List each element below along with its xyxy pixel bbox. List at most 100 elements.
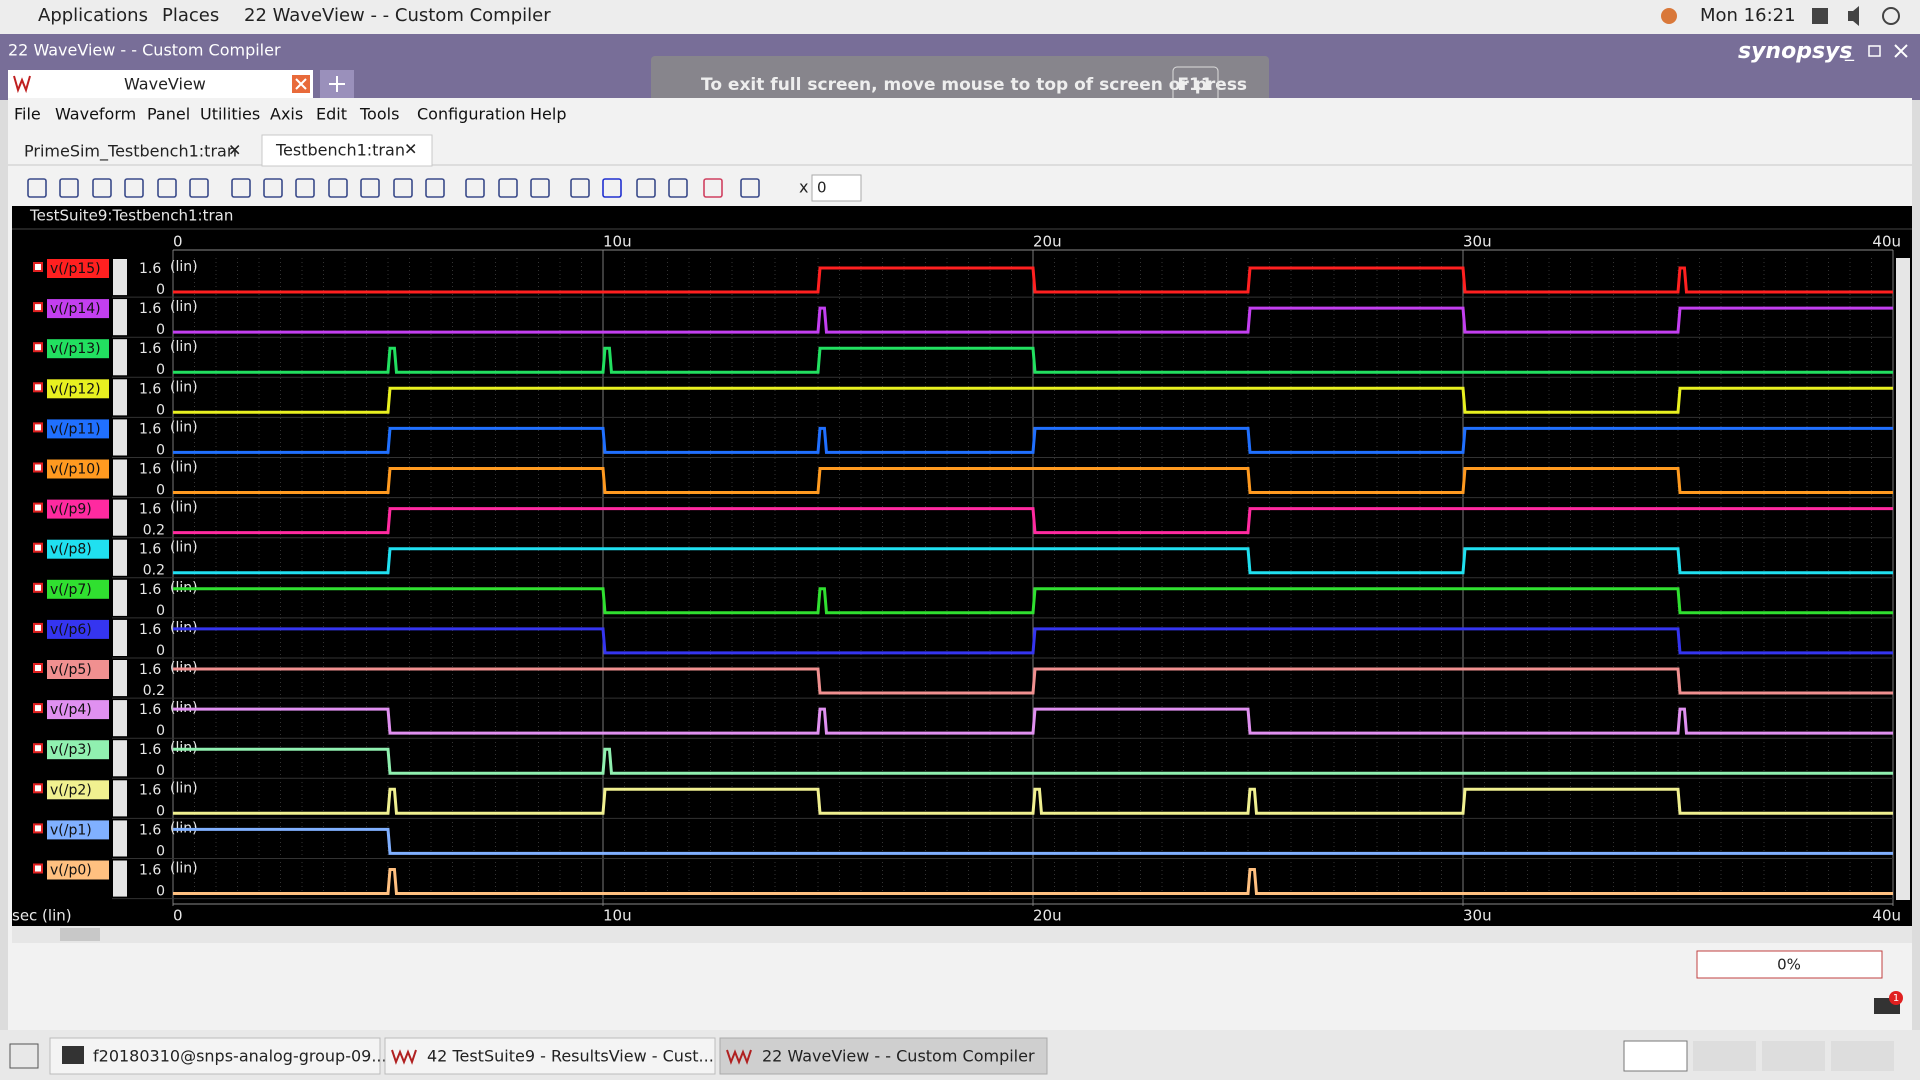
signal-name-bg[interactable] [47,820,109,840]
toolbar-button[interactable] [570,178,590,198]
workspace-3[interactable] [1762,1041,1825,1071]
signal-name-bg[interactable] [47,660,109,679]
volume-icon[interactable] [1848,6,1859,26]
signal-checkbox[interactable] [33,703,43,714]
signal-name[interactable]: v(/p7) [50,582,92,598]
signal-name[interactable]: v(/p15) [50,261,101,277]
signal-name-bg[interactable] [47,740,109,760]
signal-name[interactable]: v(/p1) [50,822,92,838]
task-button[interactable] [384,1037,716,1075]
signal-name[interactable]: v(/p4) [50,702,92,718]
signal-name[interactable]: v(/p11) [50,421,101,437]
signal-name-bg[interactable] [47,339,109,359]
row-scroll[interactable] [113,259,127,296]
applications-menu[interactable]: Applications [38,5,148,26]
toolbar-button[interactable] [425,178,445,198]
v-scrollbar[interactable] [1896,258,1910,900]
toolbar-button[interactable] [360,178,380,198]
row-scroll[interactable] [113,820,127,857]
active-window-name[interactable]: 22 WaveView - - Custom Compiler [244,5,551,26]
toolbar-button[interactable] [328,178,348,198]
restore-button[interactable] [1868,45,1881,57]
toolbar-button[interactable] [498,178,518,198]
toolbar-button[interactable] [465,178,485,198]
row-scroll[interactable] [113,379,127,416]
signal-checkbox[interactable] [33,262,43,272]
scroll-thumb[interactable] [60,928,100,941]
menu-item[interactable]: File [14,105,41,124]
task-label[interactable]: 22 WaveView - - Custom Compiler [762,1047,1035,1066]
app-tab[interactable] [8,70,313,98]
x-input[interactable] [811,174,862,202]
toolbar-button[interactable] [393,178,413,198]
menu-item[interactable]: Axis [270,105,303,124]
signal-checkbox[interactable] [33,542,43,553]
row-scroll[interactable] [113,700,127,737]
signal-checkbox[interactable] [33,582,43,593]
signal-name-bg[interactable] [47,299,109,319]
network-icon[interactable] [1812,8,1828,24]
signal-name-bg[interactable] [47,419,109,439]
toolbar-button[interactable] [231,178,251,198]
signal-checkbox[interactable] [33,823,43,834]
task-button[interactable] [49,1037,381,1075]
signal-name-bg[interactable] [47,860,109,880]
signal-name-bg[interactable] [47,579,109,599]
signal-checkbox[interactable] [33,502,43,513]
menu-item[interactable]: Waveform [55,105,136,124]
signal-checkbox[interactable] [33,382,43,393]
toolbar-button[interactable] [27,178,47,198]
row-scroll[interactable] [113,419,127,456]
signal-name-bg[interactable] [47,499,109,519]
active-doc-tab[interactable] [261,134,433,167]
signal-name[interactable]: v(/p13) [50,341,101,357]
signal-checkbox[interactable] [33,622,43,633]
row-scroll[interactable] [113,499,127,536]
toolbar-button[interactable] [124,178,144,198]
menu-item[interactable]: Panel [147,105,190,124]
signal-checkbox[interactable] [33,743,43,754]
signal-name[interactable]: v(/p9) [50,502,92,518]
signal-name[interactable]: v(/p3) [50,742,92,758]
toolbar-button[interactable] [92,178,112,198]
menu-item[interactable]: Tools [359,105,399,124]
toolbar-button[interactable] [602,178,622,198]
signal-name[interactable]: v(/p5) [50,662,92,678]
toolbar-button[interactable] [157,178,177,198]
toolbar-button[interactable] [189,178,209,198]
h-scrollbar[interactable] [12,926,1912,943]
menu-item[interactable]: Utilities [200,105,260,124]
minimize-button[interactable]: _ [1844,41,1855,62]
workspace-4[interactable] [1831,1041,1894,1071]
toolbar-button[interactable] [703,178,723,198]
task-label[interactable]: 42 TestSuite9 - ResultsView - Cust... [427,1047,714,1066]
signal-name-bg[interactable] [47,619,109,639]
task-label[interactable]: f20180310@snps-analog-group-09... [93,1047,387,1066]
row-scroll[interactable] [113,539,127,576]
signal-name[interactable]: v(/p10) [50,462,101,478]
menu-item[interactable]: Configuration [417,105,526,124]
row-scroll[interactable] [113,299,127,336]
x-value[interactable]: 0 [817,179,827,197]
toolbar-button[interactable] [740,178,760,198]
signal-name-bg[interactable] [47,459,109,479]
row-scroll[interactable] [113,619,127,656]
doc-tab-close[interactable]: ✕ [228,141,241,160]
doc-tab-close[interactable]: ✕ [404,140,417,159]
signal-checkbox[interactable] [33,783,43,794]
signal-name[interactable]: v(/p2) [50,782,92,798]
menu-item[interactable]: Help [530,105,566,124]
signal-checkbox[interactable] [33,462,43,473]
task-button-active[interactable] [719,1037,1048,1075]
workspace-2[interactable] [1693,1041,1756,1071]
toolbar-button[interactable] [636,178,656,198]
signal-checkbox[interactable] [33,302,43,313]
signal-name[interactable]: v(/p14) [50,301,101,317]
signal-name[interactable]: v(/p8) [50,542,92,558]
row-scroll[interactable] [113,459,127,496]
toolbar-button[interactable] [263,178,283,198]
signal-name[interactable]: v(/p0) [50,863,92,879]
signal-name[interactable]: v(/p6) [50,622,92,638]
power-icon[interactable] [1882,7,1900,25]
toolbar-button[interactable] [668,178,688,198]
